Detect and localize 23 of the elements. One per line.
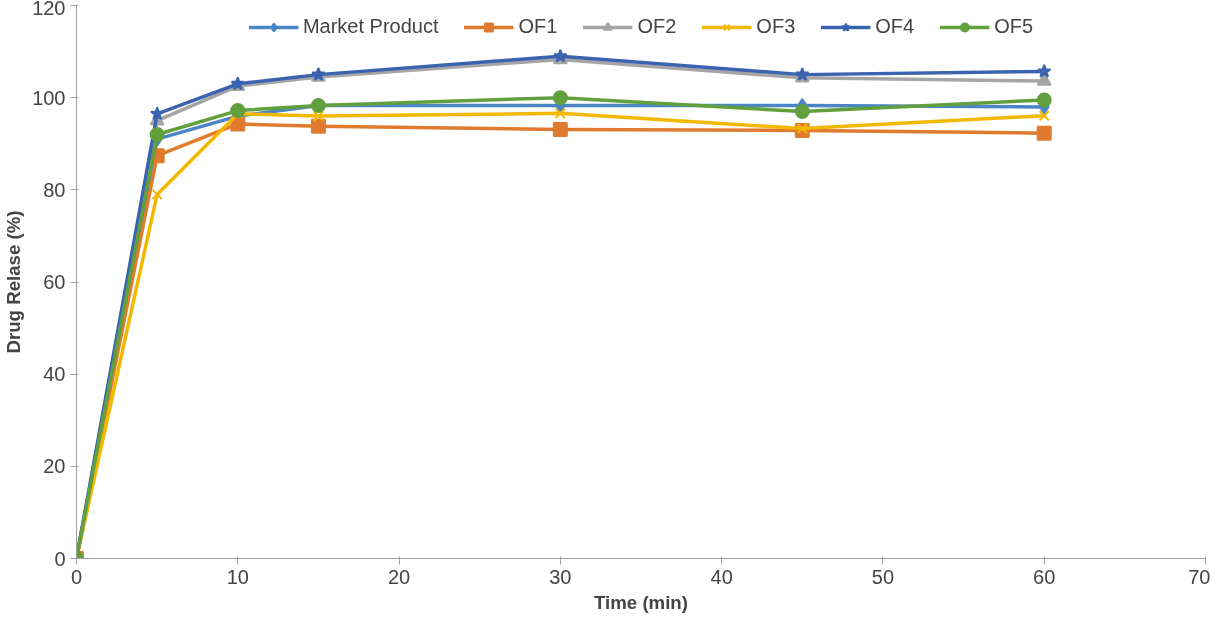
y-tick-label: 60 bbox=[43, 271, 66, 293]
x-tick-label: 0 bbox=[70, 565, 83, 588]
y-tick-label: 80 bbox=[43, 178, 66, 201]
x-tick-label: 50 bbox=[871, 565, 895, 588]
y-tick-label: 120 bbox=[32, 0, 66, 19]
y-tick-label: 0 bbox=[54, 547, 66, 570]
x-tick-label: 40 bbox=[710, 565, 733, 588]
x-tick-label: 20 bbox=[387, 565, 411, 588]
legend-label: Market Product bbox=[302, 15, 439, 38]
legend-label: OF3 bbox=[756, 15, 796, 38]
y-tick-label: 40 bbox=[43, 363, 66, 386]
x-axis-title: Time (min) bbox=[594, 591, 688, 613]
y-axis-title: Drug Relase (%) bbox=[3, 210, 25, 354]
x-tick-label: 30 bbox=[549, 565, 572, 588]
x-tick-label: 60 bbox=[1033, 565, 1056, 588]
legend-label: OF2 bbox=[637, 15, 677, 38]
x-tick-label: 70 bbox=[1188, 565, 1211, 588]
y-tick-label: 100 bbox=[32, 86, 66, 109]
x-tick-label: 10 bbox=[226, 565, 249, 588]
legend-label: OF4 bbox=[875, 15, 915, 38]
y-tick-label: 20 bbox=[43, 455, 66, 478]
legend-label: OF1 bbox=[518, 15, 558, 38]
legend-label: OF5 bbox=[994, 15, 1034, 38]
